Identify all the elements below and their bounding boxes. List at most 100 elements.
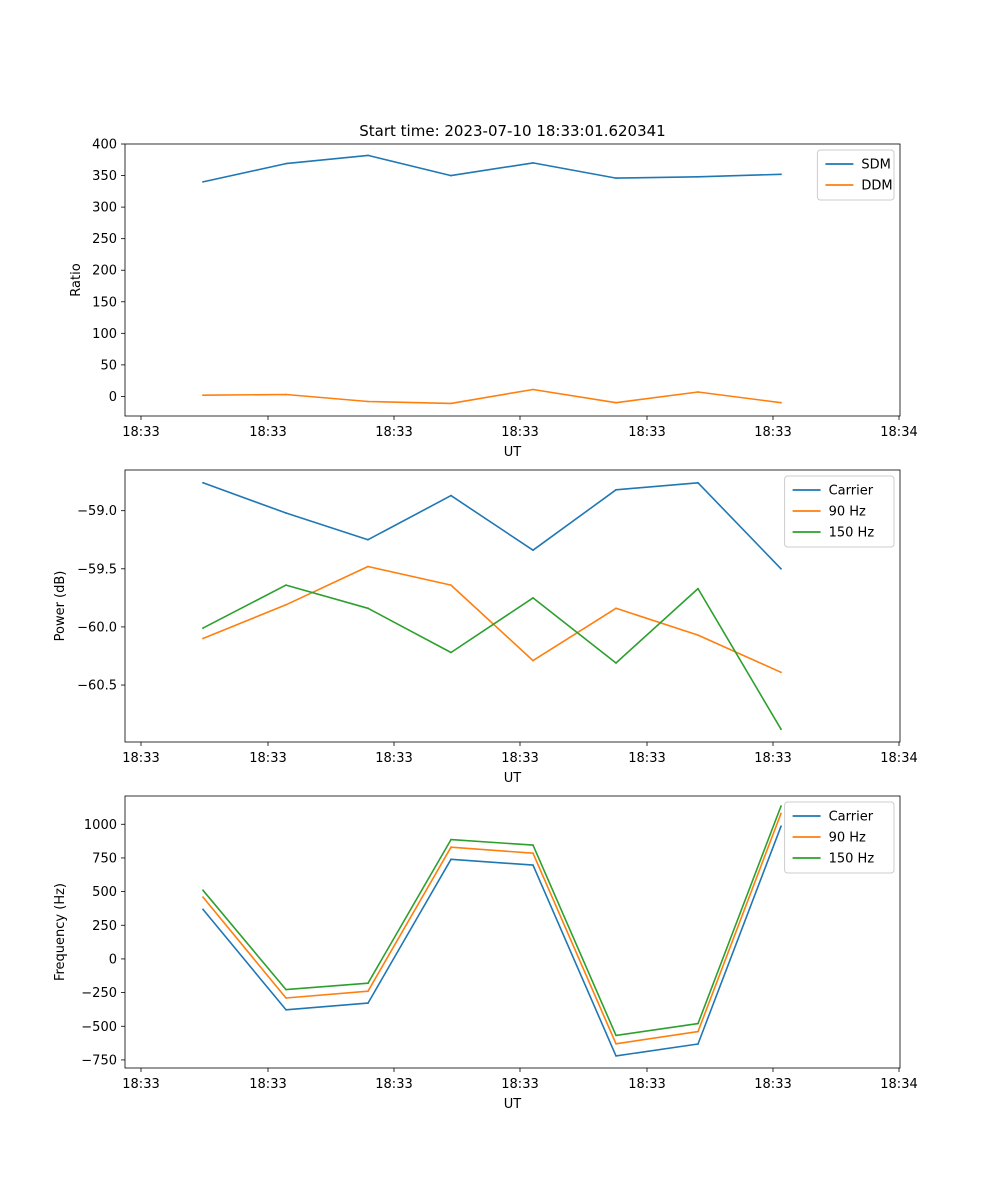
data-point-150-hz: [367, 607, 369, 610]
data-point-carrier: [532, 864, 534, 866]
series-line-sdm: [202, 154, 782, 183]
x-tick-label: 18:33: [249, 1077, 286, 1092]
data-point-90-hz: [780, 812, 782, 815]
data-point-carrier: [450, 494, 452, 497]
data-point-carrier: [615, 488, 617, 491]
data-point-90-hz: [202, 637, 204, 640]
axes-frame: [124, 143, 901, 417]
x-tick-label: 18:33: [375, 1077, 412, 1092]
legend: SDM DDM: [816, 149, 895, 201]
series-line-150-hz: [202, 584, 782, 730]
data-point-90-hz: [285, 603, 287, 606]
data-point-carrier: [202, 481, 204, 484]
y-tick-label: 0: [109, 390, 117, 405]
y-tick-label: 50: [100, 358, 117, 373]
data-point-90-hz: [202, 896, 204, 898]
x-axis-label: UT: [504, 771, 522, 786]
data-point-carrier: [367, 1002, 369, 1004]
y-axis-label: Ratio: [69, 263, 84, 296]
data-point-90-hz: [697, 1030, 699, 1033]
x-tick-label: 18:33: [122, 1077, 159, 1092]
legend-label: 90 Hz: [829, 505, 866, 520]
series-line-150-hz: [202, 805, 782, 1037]
data-point-sdm: [697, 175, 699, 178]
data-point-ddm: [697, 391, 699, 393]
legend-label: DDM: [861, 179, 892, 194]
legend-label: 150 Hz: [829, 852, 875, 867]
y-tick-label: 0: [109, 952, 117, 967]
x-tick-label: 18:34: [880, 425, 917, 440]
series-line-ddm: [202, 388, 782, 405]
x-axis-label: UT: [504, 445, 522, 460]
y-axis-label: Frequency (Hz): [53, 883, 68, 981]
data-point-150-hz: [532, 844, 534, 846]
y-tick-label: 200: [92, 264, 117, 279]
data-point-90-hz: [615, 607, 617, 610]
x-tick-label: 18:33: [754, 1077, 791, 1092]
legend-label: 150 Hz: [829, 526, 875, 541]
series-line-carrier: [202, 481, 782, 570]
subplot-ratio: Start time: 2023-07-10 18:33:01.620341 18…: [69, 122, 918, 460]
data-point-sdm: [615, 177, 617, 180]
y-tick-label: 100: [92, 327, 117, 342]
y-axis-label: Power (dB): [53, 571, 68, 642]
data-point-150-hz: [202, 627, 204, 629]
data-point-sdm: [202, 181, 204, 183]
x-tick-label: 18:33: [628, 751, 665, 766]
data-point-150-hz: [780, 805, 782, 807]
data-point-150-hz: [615, 662, 617, 664]
series-line-carrier: [202, 826, 782, 1057]
x-tick-label: 18:33: [754, 425, 791, 440]
y-tick-label: −60.0: [77, 620, 117, 635]
legend-box: [784, 801, 895, 874]
subplot-frequency: 18:33 18:33 18:33 18:33 18:33 18:33 18:34 −750 −…: [53, 795, 918, 1112]
data-point-150-hz: [780, 728, 782, 731]
data-point-carrier: [367, 538, 369, 541]
x-tick-label: 18:33: [249, 751, 286, 766]
y-tick-label: 300: [92, 201, 117, 216]
data-point-150-hz: [285, 988, 287, 991]
x-tick-label: 18:33: [501, 751, 538, 766]
y-tick-label: 400: [92, 138, 117, 153]
data-point-carrier: [697, 481, 699, 484]
data-point-150-hz: [697, 587, 699, 590]
y-tick-label: −750: [81, 1053, 117, 1068]
data-point-sdm: [285, 162, 287, 165]
legend-box: [784, 475, 895, 548]
y-tick-label: −60.5: [77, 679, 117, 694]
data-point-90-hz: [697, 634, 699, 636]
data-point-90-hz: [285, 997, 287, 999]
data-point-ddm: [367, 400, 369, 403]
chart-title: Start time: 2023-07-10 18:33:01.620341: [359, 122, 665, 140]
legend-label: SDM: [861, 158, 890, 173]
data-point-carrier: [285, 512, 287, 514]
data-point-ddm: [202, 394, 204, 397]
axes-frame: [124, 795, 901, 1069]
legend: Carrier 90 Hz 150 Hz: [784, 801, 895, 874]
data-point-carrier: [615, 1055, 617, 1057]
data-point-carrier: [780, 567, 782, 570]
x-tick-label: 18:33: [122, 425, 159, 440]
legend-box: [816, 149, 895, 201]
y-tick-label: 750: [92, 851, 117, 866]
data-point-150-hz: [615, 1034, 617, 1037]
y-tick-label: −59.5: [77, 562, 117, 577]
x-tick-label: 18:33: [249, 425, 286, 440]
axes-frame: [124, 469, 901, 743]
data-point-ddm: [532, 388, 534, 391]
data-point-carrier: [285, 1008, 287, 1011]
data-point-sdm: [450, 174, 452, 177]
y-tick-label: −500: [81, 1020, 117, 1035]
x-tick-label: 18:33: [754, 751, 791, 766]
series-line-90-hz: [202, 813, 782, 1045]
y-tick-label: 150: [92, 295, 117, 310]
data-point-150-hz: [532, 597, 534, 599]
data-point-ddm: [285, 393, 287, 396]
x-tick-label: 18:33: [375, 425, 412, 440]
y-tick-label: 1000: [84, 818, 117, 833]
data-point-ddm: [615, 401, 617, 404]
y-tick-label: 500: [92, 885, 117, 900]
subplot-power: 18:33 18:33 18:33 18:33 18:33 18:33 18:34 −60.5…: [53, 469, 918, 786]
data-point-90-hz: [450, 584, 452, 586]
